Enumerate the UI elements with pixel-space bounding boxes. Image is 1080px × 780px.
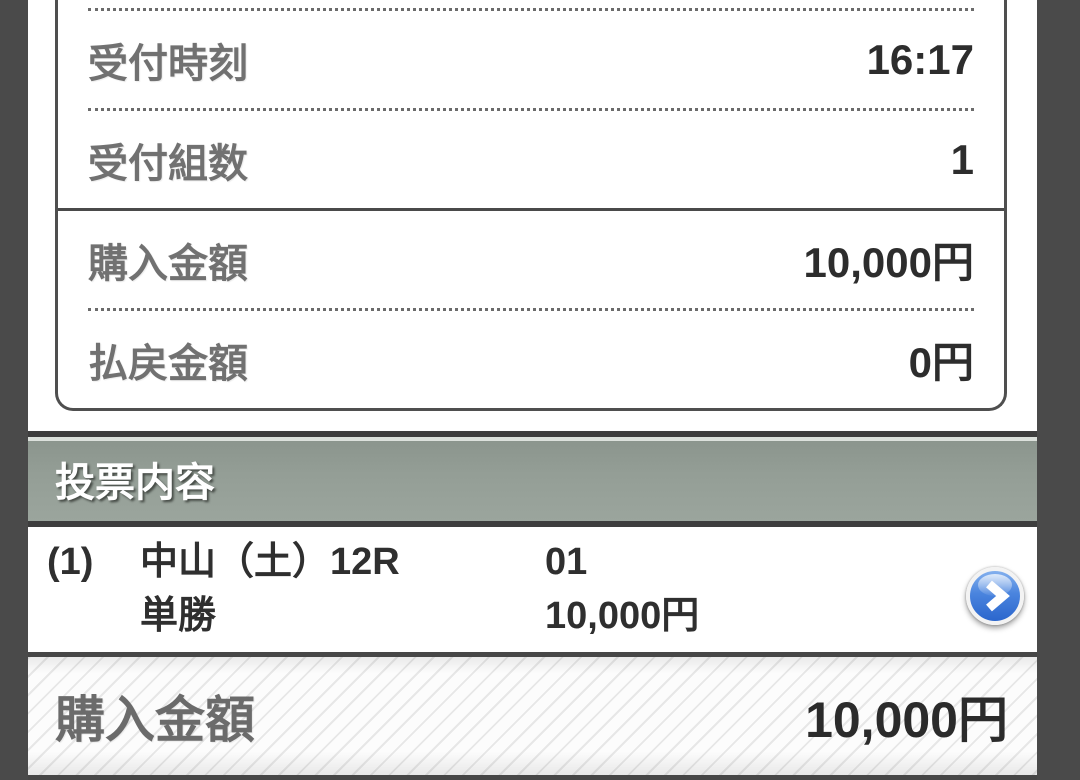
- receipt-card: 受付時刻 16:17 受付組数 1 購入金額 10,000円 払戻金額 0円: [55, 0, 1007, 411]
- vote-item-index: (1): [47, 541, 94, 583]
- purchase-total-bar: 購入金額 10,000円: [28, 652, 1037, 780]
- section-divider: [58, 208, 1004, 211]
- receipt-row-refund-amount: 払戻金額 0円: [58, 311, 1004, 408]
- purchase-amount-label: 購入金額: [88, 241, 248, 286]
- receipt-row-purchase-amount: 購入金額 10,000円: [58, 211, 1004, 308]
- vote-item-amount: 10,000円: [545, 595, 700, 637]
- vote-section-header: 投票内容: [28, 431, 1037, 527]
- dotted-divider: [88, 308, 974, 311]
- vote-item-selection: 01: [545, 541, 588, 583]
- content-panel: 受付時刻 16:17 受付組数 1 購入金額 10,000円 払戻金額 0円 投: [28, 0, 1037, 780]
- accept-time-label: 受付時刻: [88, 41, 248, 86]
- vote-item-bet-type: 単勝: [140, 595, 217, 637]
- total-label: 購入金額: [55, 692, 255, 748]
- accept-count-value: 1: [950, 135, 974, 183]
- detail-arrow-button[interactable]: [966, 566, 1024, 625]
- chevron-right-icon: [986, 580, 1010, 611]
- vote-item-race: 中山（土）12R: [140, 541, 400, 583]
- purchase-amount-value: 10,000円: [803, 239, 974, 286]
- accept-count-label: 受付組数: [88, 141, 248, 186]
- refund-amount-value: 0円: [908, 339, 974, 386]
- dotted-divider: [88, 108, 974, 111]
- total-value: 10,000円: [805, 692, 1008, 748]
- receipt-row-accept-count: 受付組数 1: [58, 111, 1004, 208]
- receipt-row-accept-time: 受付時刻 16:17: [58, 11, 1004, 108]
- accept-time-value: 16:17: [866, 35, 974, 83]
- dotted-divider: [88, 8, 974, 11]
- refund-amount-label: 払戻金額: [88, 341, 248, 386]
- spacer: [28, 411, 1037, 431]
- vote-section-title: 投票内容: [55, 461, 215, 505]
- vote-item-row: (1) 中山（土）12R 単勝 01 10,000円: [28, 527, 1037, 652]
